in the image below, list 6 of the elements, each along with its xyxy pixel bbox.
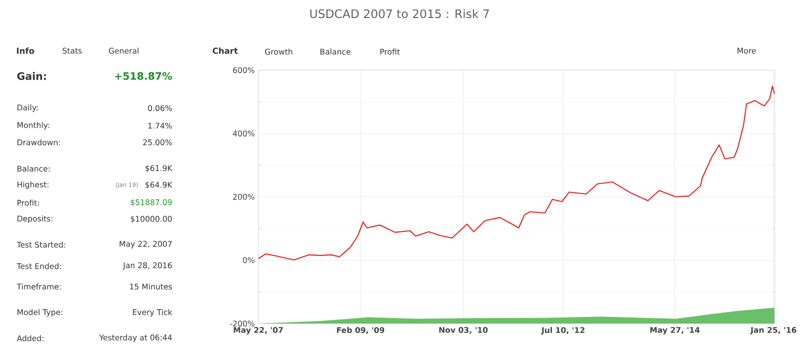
text: Chart [212,48,238,54]
text: +518.87% [115,72,172,80]
text: Gain: [17,72,46,80]
text: Info [16,48,34,54]
line-series [258,86,775,261]
chart-title: USDCAD 2007 to 2015 : Risk 7 [310,9,489,18]
